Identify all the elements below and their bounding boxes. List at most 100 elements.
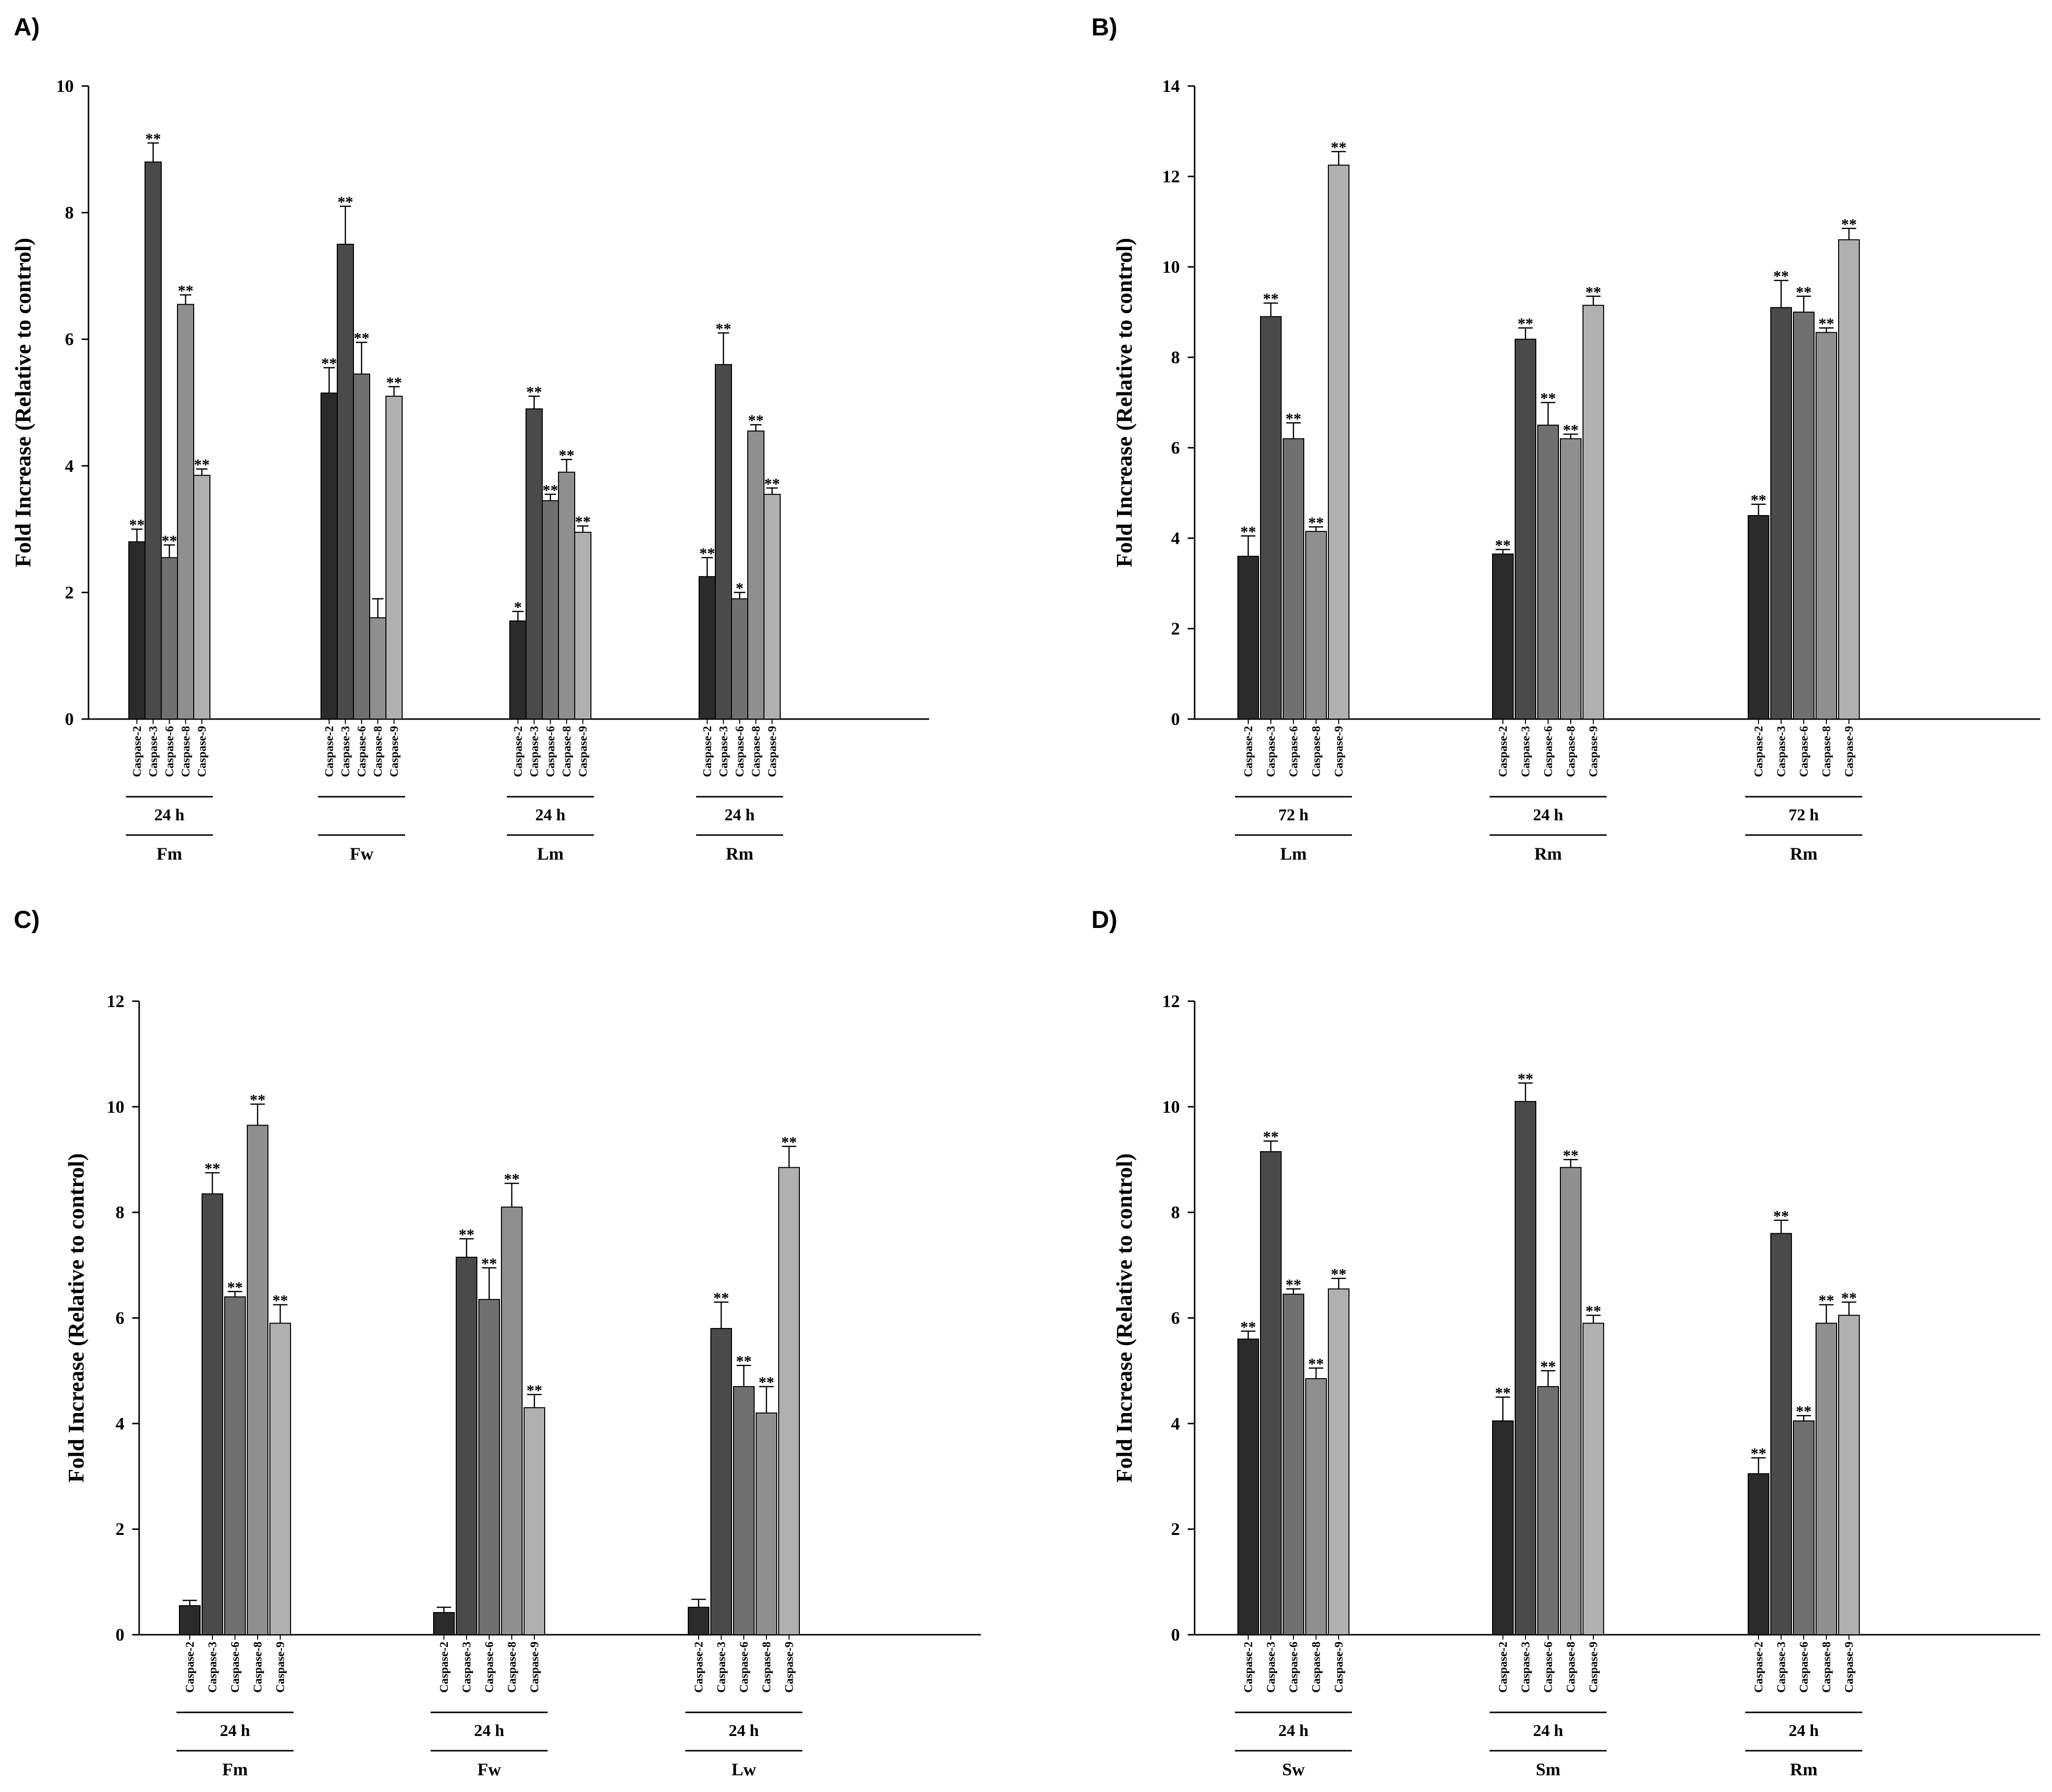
bar bbox=[688, 1607, 709, 1635]
timepoint-label: 24 h bbox=[1533, 1722, 1563, 1740]
significance-marker: ** bbox=[1331, 1265, 1347, 1283]
timepoint-label: 72 h bbox=[1278, 806, 1309, 824]
x-tick-label: Caspase-3 bbox=[1775, 726, 1788, 777]
y-tick-label: 12 bbox=[1162, 167, 1180, 186]
x-tick-label: Caspase-6 bbox=[1288, 726, 1300, 777]
bar bbox=[478, 1299, 500, 1635]
bar bbox=[1515, 339, 1536, 720]
x-tick-label: Caspase-8 bbox=[1310, 1642, 1323, 1693]
y-tick-label: 12 bbox=[107, 991, 124, 1011]
group-label: Rm bbox=[1790, 1760, 1817, 1779]
x-tick-label: Caspase-6 bbox=[229, 1642, 242, 1693]
significance-marker: ** bbox=[1308, 1355, 1324, 1373]
bar bbox=[369, 617, 386, 720]
x-tick-label: Caspase-6 bbox=[483, 1642, 496, 1693]
bar bbox=[763, 493, 781, 720]
y-tick-label: 2 bbox=[116, 1519, 124, 1539]
y-tick-label: 2 bbox=[65, 582, 74, 602]
significance-marker: ** bbox=[1263, 290, 1279, 308]
timepoint-label: 24 h bbox=[729, 1722, 759, 1740]
x-tick-label: Caspase-3 bbox=[1775, 1642, 1788, 1693]
y-tick-label: 10 bbox=[1162, 1097, 1180, 1117]
bar bbox=[1283, 1294, 1304, 1636]
y-tick-label: 4 bbox=[65, 456, 74, 476]
x-tick-label: Caspase-2 bbox=[702, 726, 714, 777]
bar bbox=[247, 1125, 268, 1635]
x-tick-label: Caspase-9 bbox=[274, 1642, 287, 1693]
timepoint-label: 24 h bbox=[535, 806, 566, 824]
bar bbox=[269, 1323, 291, 1636]
group-label: Fm bbox=[157, 844, 182, 864]
x-tick-label: Caspase-2 bbox=[512, 726, 525, 777]
bar bbox=[353, 374, 370, 720]
bar bbox=[756, 1412, 777, 1636]
bar bbox=[509, 620, 527, 720]
y-axis-label: Fold Increase (Relative to control) bbox=[10, 238, 35, 567]
group-label: Fw bbox=[350, 844, 374, 864]
significance-marker: ** bbox=[1563, 1146, 1579, 1164]
significance-marker: ** bbox=[1585, 1302, 1601, 1320]
bar bbox=[161, 557, 178, 720]
bar bbox=[1838, 1315, 1860, 1635]
y-tick-label: 2 bbox=[1171, 619, 1180, 638]
bar bbox=[1560, 438, 1582, 720]
x-tick-label: Caspase-9 bbox=[1843, 726, 1856, 777]
bar bbox=[699, 576, 716, 720]
x-tick-label: Caspase-2 bbox=[1753, 726, 1765, 777]
significance-marker: ** bbox=[559, 446, 575, 464]
significance-marker: ** bbox=[194, 456, 210, 473]
bar bbox=[1793, 312, 1815, 720]
significance-marker: ** bbox=[146, 130, 161, 147]
y-tick-label: 8 bbox=[116, 1203, 124, 1222]
significance-marker: ** bbox=[1518, 1069, 1533, 1087]
significance-marker: ** bbox=[1773, 1207, 1789, 1225]
significance-marker: ** bbox=[162, 532, 177, 549]
significance-marker: ** bbox=[543, 481, 558, 499]
group-label: Lw bbox=[732, 1760, 756, 1779]
x-tick-label: Caspase-3 bbox=[340, 726, 352, 777]
y-tick-label: 6 bbox=[1171, 1308, 1180, 1328]
significance-marker: ** bbox=[386, 374, 402, 391]
bar bbox=[337, 244, 354, 720]
significance-marker: ** bbox=[250, 1091, 265, 1108]
significance-marker: ** bbox=[1773, 267, 1789, 285]
y-tick-label: 0 bbox=[1171, 1625, 1180, 1645]
x-tick-label: Caspase-3 bbox=[206, 1642, 219, 1693]
significance-marker: ** bbox=[459, 1225, 474, 1243]
bar bbox=[1260, 316, 1282, 720]
timepoint-label: 72 h bbox=[1788, 806, 1819, 824]
significance-marker: * bbox=[514, 598, 522, 616]
x-tick-label: Caspase-9 bbox=[388, 726, 401, 777]
bar bbox=[1305, 1378, 1327, 1635]
x-tick-label: Caspase-6 bbox=[164, 726, 176, 777]
chart-panel-a: A)Fold Increase (Relative to control)024… bbox=[10, 13, 929, 864]
timepoint-label: 24 h bbox=[220, 1722, 250, 1740]
y-axis-label: Fold Increase (Relative to control) bbox=[1112, 1153, 1137, 1482]
x-tick-label: Caspase-6 bbox=[356, 726, 369, 777]
significance-marker: ** bbox=[781, 1133, 797, 1151]
bar bbox=[526, 408, 543, 720]
bar bbox=[1748, 1473, 1769, 1635]
x-tick-label: Caspase-8 bbox=[1820, 1642, 1833, 1693]
significance-marker: ** bbox=[1286, 1275, 1301, 1293]
group-label: Sw bbox=[1282, 1760, 1305, 1779]
y-tick-label: 6 bbox=[65, 329, 74, 349]
x-tick-label: Caspase-3 bbox=[1520, 1642, 1532, 1693]
x-tick-label: Caspase-2 bbox=[323, 726, 336, 777]
significance-marker: ** bbox=[1796, 283, 1812, 301]
x-tick-label: Caspase-8 bbox=[1310, 726, 1323, 777]
significance-marker: ** bbox=[205, 1159, 220, 1177]
bar bbox=[710, 1328, 732, 1636]
group-label: Rm bbox=[726, 844, 754, 864]
significance-marker: ** bbox=[338, 193, 353, 211]
y-tick-label: 8 bbox=[65, 203, 74, 223]
bar bbox=[321, 392, 338, 720]
y-tick-label: 4 bbox=[1171, 528, 1180, 548]
x-tick-label: Caspase-9 bbox=[1587, 1642, 1600, 1693]
significance-marker: ** bbox=[1540, 389, 1556, 407]
x-tick-label: Caspase-6 bbox=[734, 726, 747, 777]
significance-marker: ** bbox=[764, 475, 780, 492]
bar bbox=[202, 1193, 223, 1635]
x-tick-label: Caspase-3 bbox=[147, 726, 160, 777]
y-tick-label: 8 bbox=[1171, 1203, 1180, 1222]
